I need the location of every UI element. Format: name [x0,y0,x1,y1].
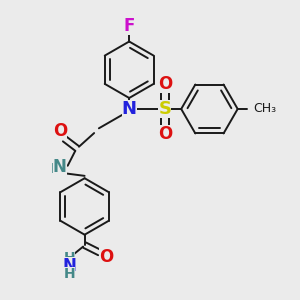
Text: F: F [124,17,135,35]
Text: H: H [64,267,75,280]
Text: O: O [158,125,172,143]
Text: O: O [53,122,68,140]
Text: S: S [158,100,171,118]
Text: H: H [51,162,62,176]
Text: N: N [62,257,76,275]
Text: N: N [122,100,137,118]
Text: H: H [64,251,75,265]
Text: CH₃: CH₃ [253,103,276,116]
Text: O: O [158,75,172,93]
Text: N: N [53,158,67,176]
Text: O: O [99,248,113,266]
